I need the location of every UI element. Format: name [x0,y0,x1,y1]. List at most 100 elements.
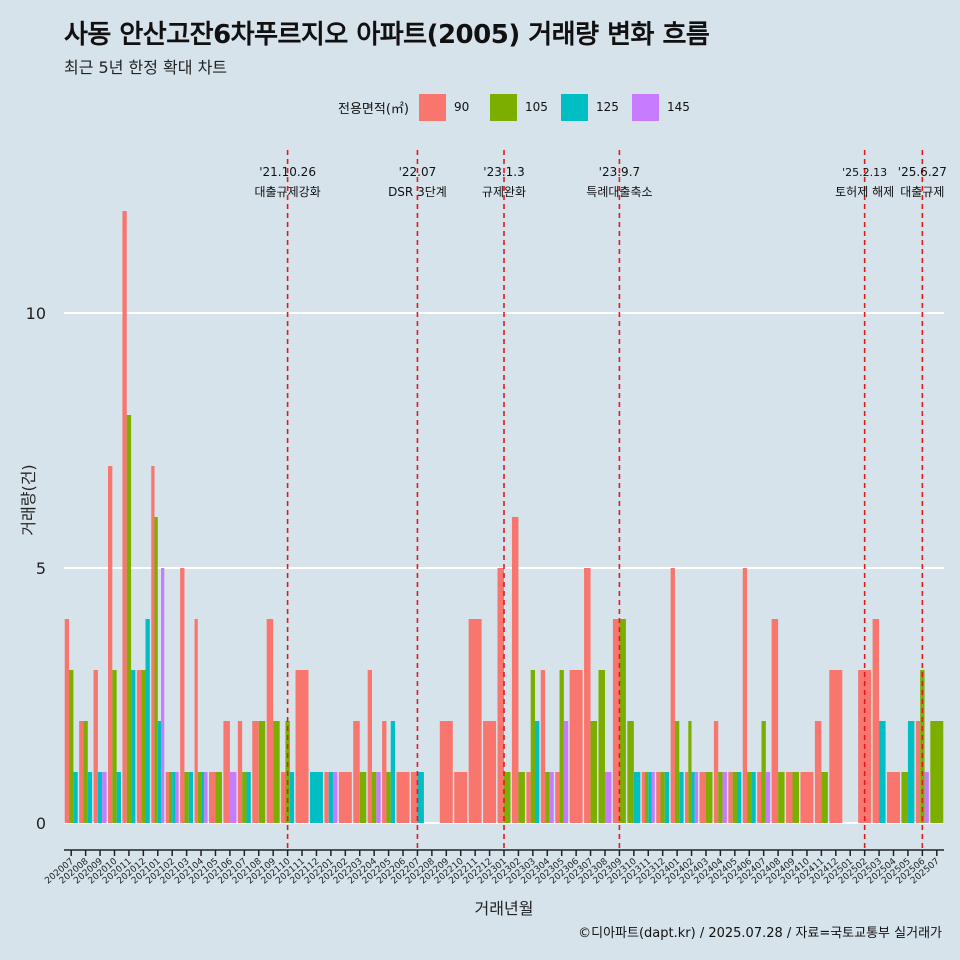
bar-90-202506 [915,721,921,823]
bar-105-202309 [619,619,626,823]
chart-title: 사동 안산고잔6차푸르지오 아파트(2005) 거래량 변화 흐름 [64,20,710,50]
bar-125-202104 [201,772,205,823]
event-label-0: 대출규제강화 [254,185,320,199]
bar-105-202301 [504,772,511,823]
bar-90-202007 [64,619,70,823]
bar-105-202401 [674,721,680,823]
bar-125-202310 [633,772,641,823]
chart-subtitle: 최근 5년 한정 확대 차트 [64,58,228,77]
bar-145-202106 [229,772,237,823]
event-date-1: '22.07 [399,165,437,179]
bar-105-202012 [141,670,146,823]
bar-105-202105 [215,772,222,823]
bar-90-202212 [483,721,497,823]
bar-90-202109 [266,619,274,823]
bar-145-202009 [102,772,107,823]
bar-105-202310 [627,721,634,823]
bar-145-202201 [333,772,338,823]
bar-125-202402 [691,772,695,823]
bar-105-202304 [545,772,550,823]
bar-125-202201 [328,772,334,823]
legend-label-145: 145 [666,100,690,114]
bar-90-202111 [295,670,309,823]
bar-90-202312 [656,772,661,823]
y-tick-label: 10 [26,304,46,323]
event-date-2: '23.1.3 [483,165,524,179]
bar-145-202204 [376,772,381,823]
bar-105-202305 [559,670,564,823]
bar-145-202102 [175,772,179,823]
bar-90-202302 [511,517,519,823]
bar-105-202011 [126,415,132,823]
bar-105-202205 [386,772,391,823]
bar-90-202202 [338,772,352,823]
bar-125-202312 [664,772,670,823]
bar-90-202406 [742,568,748,823]
bar-90-202307 [584,568,591,823]
legend-item-125: 125 [560,93,622,121]
bar-125-202102 [172,772,176,823]
bar-105-202203 [359,772,367,823]
bar-90-202211 [468,619,482,823]
bar-90-202408 [771,619,779,823]
bar-90-202205 [382,721,387,823]
bar-105-202406 [747,772,752,823]
bar-90-202012 [136,670,142,823]
legend-label-90: 90 [453,100,470,114]
bar-125-202011 [131,670,136,823]
event-date-5: '25.6.27 [898,165,947,179]
y-axis-title: 거래량(건) [19,464,38,535]
bar-90-202103 [180,568,185,823]
y-tick-label: 5 [36,559,46,578]
bar-105-202303 [530,670,536,823]
bar-145-202407 [765,772,771,823]
bar-105-202405 [732,772,737,823]
bar-90-202011 [122,211,127,823]
legend-label-125: 125 [595,100,619,114]
bar-90-202402 [685,772,689,823]
bar-105-202307 [590,721,598,823]
bar-90-202401 [670,568,675,823]
event-label-4: 토허제 해제 [835,185,894,199]
bar-105-202408 [778,772,785,823]
event-date-4: '25.2.13 [842,166,887,179]
bar-105-202101 [154,517,158,823]
bar-90-202303 [526,772,531,823]
bar-90-202108 [252,721,259,823]
bar-90-202309 [612,619,620,823]
bar-90-202107 [237,721,243,823]
bar-90-202009 [93,670,98,823]
bar-90-202412 [829,670,843,823]
bar-90-202304 [540,670,546,823]
bar-105-202507 [930,721,944,823]
bar-145-202304 [549,772,554,823]
bar-105-202104 [197,772,202,823]
bar-105-202311 [645,772,649,823]
bar-90-202010 [108,466,113,823]
bar-125-202311 [648,772,652,823]
bar-90-202301 [497,568,504,823]
bar-90-202403 [699,772,706,823]
bar-145-202305 [563,721,569,823]
bar-145-202506 [924,772,929,823]
event-label-2: 규제완화 [482,185,526,199]
legend-key-105 [489,93,517,121]
bar-90-202207 [410,772,418,823]
bar-125-202110 [289,772,295,823]
bar-125-202101 [157,721,162,823]
bar-105-202407 [761,721,766,823]
bar-90-202504 [887,772,900,823]
x-axis-title: 거래년월 [475,899,534,918]
bar-125-202103 [188,772,194,823]
bar-105-202312 [660,772,665,823]
bar-90-202110 [281,772,286,823]
bar-125-202406 [751,772,756,823]
bar-90-202305 [555,772,560,823]
legend-item-90: 90 [418,93,480,121]
bar-125-202505 [907,721,915,823]
bar-105-202102 [168,772,173,823]
bar-90-202410 [800,772,814,823]
bar-90-202405 [728,772,733,823]
event-date-0: '21.10.26 [259,165,316,179]
bar-145-202308 [604,772,612,823]
